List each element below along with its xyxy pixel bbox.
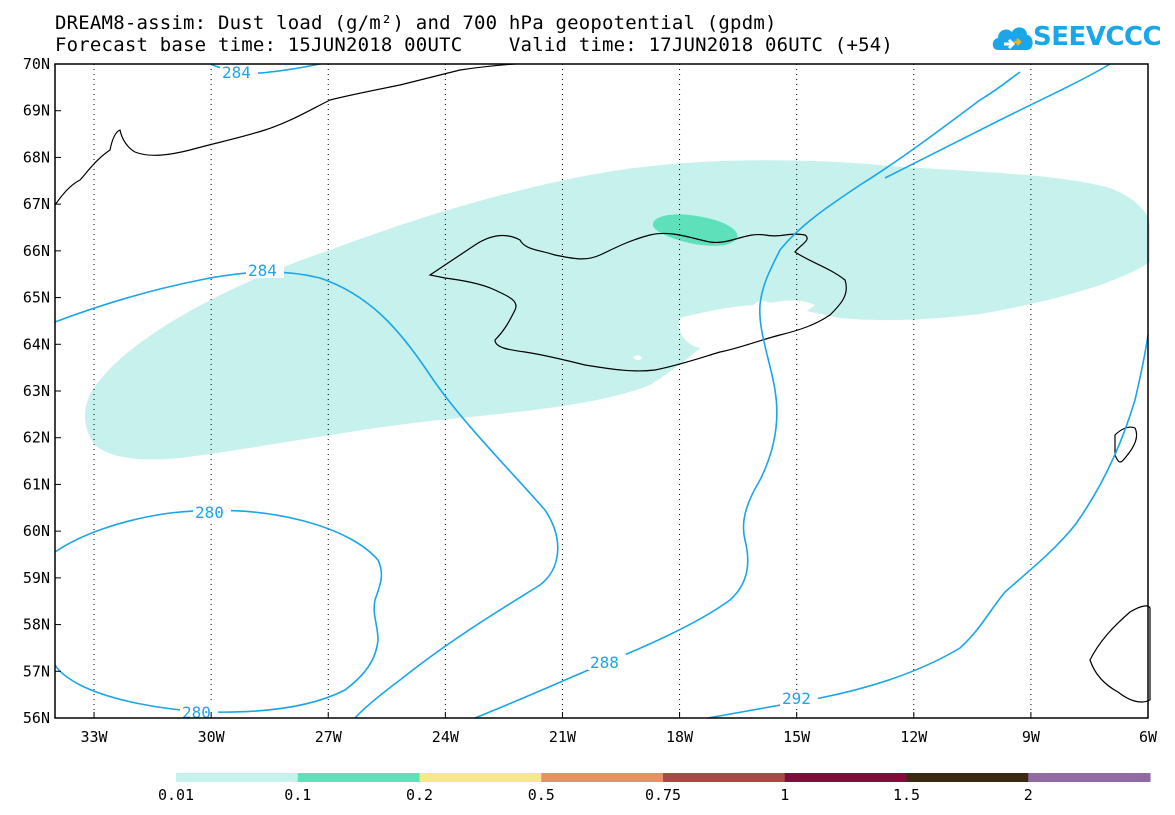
colorbar-label: 0.75 (645, 786, 681, 804)
latitude-label: 63N (23, 382, 50, 400)
contour-label: 292 (782, 689, 811, 708)
dust-area-low (84, 160, 1150, 460)
contour-label: 280 (182, 703, 211, 722)
colorbar-label: 0.2 (406, 786, 433, 804)
map-title: DREAM8-assim: Dust load (g/m²) and 700 h… (55, 12, 777, 34)
colorbar-swatch (541, 773, 664, 782)
latitude-label: 64N (23, 335, 50, 353)
latitude-label: 66N (23, 242, 50, 260)
colorbar-swatch (906, 773, 1029, 782)
colorbar-label: 1 (780, 786, 789, 804)
coast-greenland (54, 63, 516, 206)
grid-lines (93, 64, 1032, 718)
contour-label: 288 (590, 653, 619, 672)
latitude-label: 70N (23, 55, 50, 73)
contour-292 (707, 334, 1149, 719)
geopotential-contours (54, 63, 1149, 719)
longitude-label: 30W (198, 728, 226, 746)
longitude-labels: 33W 30W 27W 24W 21W 18W 15W 12W 9W 6W (80, 712, 1158, 746)
colorbar-label: 1.5 (893, 786, 920, 804)
longitude-label: 21W (549, 728, 577, 746)
latitude-label: 56N (23, 709, 50, 727)
coast-iceland (428, 232, 847, 372)
map-subtitle: Forecast base time: 15JUN2018 00UTC Vali… (55, 34, 894, 56)
colorbar-swatch (784, 773, 907, 782)
contour-label: 284 (248, 261, 277, 280)
contour-284-main (54, 271, 559, 719)
latitude-label: 59N (23, 569, 50, 587)
cloud-icon (992, 27, 1033, 50)
longitude-label: 18W (666, 728, 694, 746)
coastlines (54, 63, 1151, 703)
latitude-label: 61N (23, 475, 50, 493)
contour-label: 284 (222, 63, 251, 82)
coast-faroe (1114, 426, 1138, 463)
dust-gap-small (786, 316, 806, 325)
colorbar-swatch (176, 773, 299, 782)
dust-area-medium (652, 214, 738, 246)
longitude-label: 15W (783, 728, 811, 746)
latitude-labels: 70N 69N 68N 67N 66N 65N 64N 63N 62N 61N 60N 59N 58N 5… (23, 55, 61, 727)
logo-text: SEEVCCC (1033, 22, 1162, 52)
colorbar-swatch (297, 773, 420, 782)
longitude-label: 27W (315, 728, 343, 746)
longitude-label: 9W (1022, 728, 1041, 746)
colorbar-swatch (419, 773, 542, 782)
longitude-label: 24W (432, 728, 460, 746)
colorbar-label: 0.01 (158, 786, 194, 804)
dust-gap (678, 300, 815, 349)
dust-gap-dot (633, 355, 642, 361)
longitude-label: 33W (80, 728, 108, 746)
colorbar: 0.01 0.1 0.2 0.5 0.75 1 1.5 2 (158, 773, 1151, 804)
colorbar-swatch (663, 773, 786, 782)
seevccc-logo: SEEVCCC (990, 20, 1165, 56)
colorbar-label: 0.1 (284, 786, 311, 804)
latitude-label: 68N (23, 148, 50, 166)
latitude-label: 62N (23, 429, 50, 447)
latitude-label: 67N (23, 195, 50, 213)
colorbar-swatch (1028, 773, 1151, 782)
contour-292-top (884, 63, 1111, 179)
colorbar-label: 0.5 (528, 786, 555, 804)
latitude-label: 60N (23, 522, 50, 540)
longitude-label: 12W (900, 728, 928, 746)
contour-280 (54, 509, 383, 713)
latitude-label: 65N (23, 289, 50, 307)
latitude-label: 69N (23, 102, 50, 120)
coast-scotland (1089, 605, 1151, 703)
contour-label: 280 (195, 503, 224, 522)
longitude-label: 6W (1139, 728, 1158, 746)
latitude-label: 57N (23, 662, 50, 680)
contour-288 (474, 71, 1021, 719)
colorbar-label: 2 (1024, 786, 1033, 804)
latitude-label: 58N (23, 616, 50, 634)
